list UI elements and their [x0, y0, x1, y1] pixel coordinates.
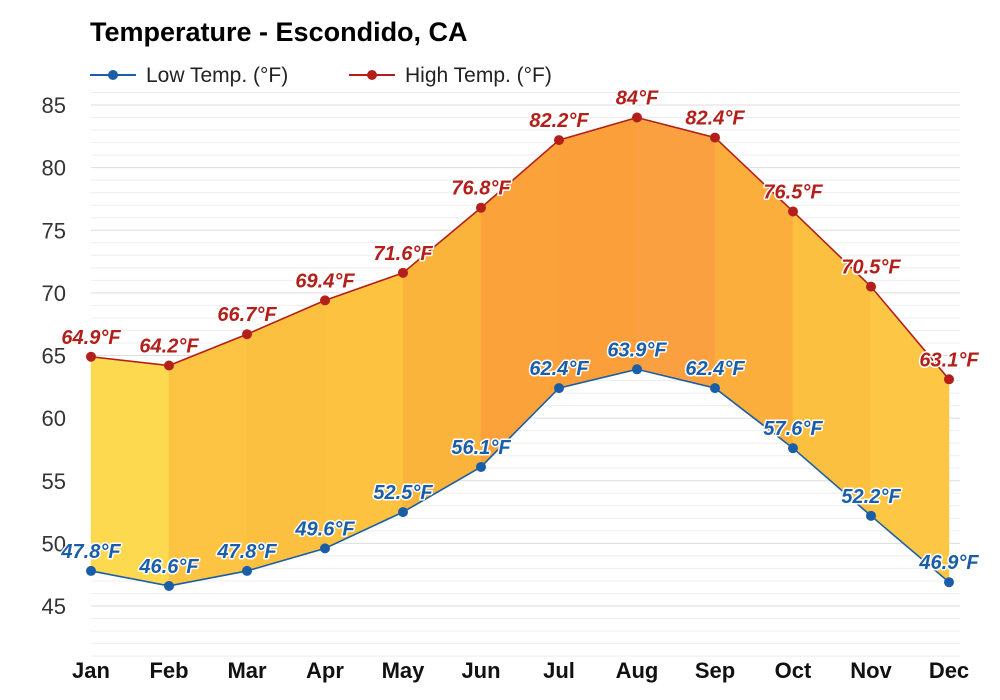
- data-labels: 47.8°F 46.6°F 47.8°F 49.6°F 52.5°F 56.1°F 62.4…: [59, 86, 981, 579]
- high-temp-label: 70.5°F: [841, 257, 901, 279]
- high-temp-label: 76.5°F: [763, 181, 823, 203]
- x-tick-label: Oct: [775, 658, 812, 683]
- high-temp-label: 76.8°F: [451, 178, 511, 200]
- high-temp-label: 63.1°F: [919, 349, 979, 371]
- legend-label-high: High Temp. (°F): [405, 64, 552, 87]
- high-temp-point: [86, 351, 96, 362]
- y-tick-label: 50: [42, 531, 66, 556]
- high-temp-point: [320, 295, 330, 306]
- high-temp-label: 82.2°F: [529, 110, 589, 132]
- high-temp-label: 64.9°F: [61, 327, 121, 349]
- x-tick-label: Jun: [461, 658, 500, 683]
- y-tick-label: 55: [42, 469, 66, 494]
- x-tick-label: Nov: [850, 658, 892, 683]
- low-temp-point: [554, 383, 564, 394]
- high-temp-point: [242, 329, 252, 340]
- y-tick-label: 70: [42, 281, 66, 306]
- legend-item-low[interactable]: Low Temp. (°F): [90, 64, 288, 87]
- high-temp-point: [632, 112, 642, 123]
- high-temp-point: [164, 360, 174, 371]
- range-band-nov: [870, 285, 950, 583]
- high-temp-point: [866, 281, 876, 292]
- low-temp-label: 62.4°F: [529, 358, 589, 380]
- low-temp-point: [866, 510, 876, 521]
- low-temp-label: 49.6°F: [294, 518, 355, 540]
- x-tick-label: Jul: [543, 658, 575, 683]
- x-tick-label: Sep: [695, 658, 735, 683]
- high-temp-label: 64.2°F: [139, 336, 199, 358]
- low-temp-point: [476, 461, 486, 472]
- low-temp-point: [164, 580, 174, 591]
- low-temp-point: [632, 364, 642, 375]
- y-tick-label: 65: [42, 344, 66, 369]
- data-points: [86, 112, 954, 591]
- high-temp-label: 66.7°F: [217, 304, 277, 326]
- high-temp-point: [710, 132, 720, 143]
- low-temp-label: 63.9°F: [607, 339, 667, 361]
- low-temp-label: 52.2°F: [841, 486, 901, 508]
- low-temp-label: 62.4°F: [685, 358, 745, 380]
- high-temp-line: [90, 116, 950, 380]
- y-axis: 45 50 55 60 65 70 75 80 85: [42, 93, 66, 619]
- high-temp-point: [554, 135, 564, 146]
- y-tick-label: 80: [42, 156, 66, 181]
- x-tick-label: Apr: [306, 658, 344, 683]
- x-tick-label: Aug: [616, 658, 659, 683]
- low-temp-label: 52.5°F: [373, 482, 433, 504]
- high-temp-point: [476, 202, 486, 213]
- high-temp-point: [398, 267, 408, 278]
- y-tick-label: 75: [42, 218, 66, 243]
- x-tick-label: May: [382, 658, 426, 683]
- series-lines: [90, 116, 950, 587]
- y-tick-label: 45: [42, 594, 66, 619]
- x-tick-label: Jan: [72, 658, 110, 683]
- low-temp-point: [242, 565, 252, 576]
- range-band-apr: [324, 272, 404, 549]
- low-temp-point: [788, 443, 798, 454]
- high-temp-label: 84°F: [616, 88, 659, 110]
- legend: Low Temp. (°F) High Temp. (°F): [90, 64, 552, 87]
- low-temp-label: 46.6°F: [138, 556, 199, 578]
- low-temp-label: 47.8°F: [60, 541, 121, 563]
- high-temp-point: [788, 206, 798, 217]
- high-temp-label: 82.4°F: [685, 108, 745, 130]
- low-temp-point: [320, 543, 330, 554]
- range-fill: [90, 117, 950, 587]
- x-axis: Jan Feb Mar Apr May Jun Jul Aug Sep Oct Nov Dec: [72, 658, 969, 683]
- low-temp-point: [398, 507, 408, 518]
- x-tick-label: Feb: [149, 658, 188, 683]
- high-temp-label: 69.4°F: [295, 270, 355, 292]
- chart-title: Temperature - Escondido, CA: [90, 17, 468, 47]
- low-temp-label: 57.6°F: [763, 418, 823, 440]
- low-temp-line: [90, 368, 950, 587]
- high-temp-point: [944, 374, 954, 385]
- low-temp-label: 46.9°F: [918, 552, 979, 574]
- y-tick-label: 85: [42, 93, 66, 118]
- low-temp-label: 56.1°F: [451, 437, 511, 459]
- x-tick-label: Dec: [929, 658, 969, 683]
- x-tick-label: Mar: [227, 658, 267, 683]
- low-temp-label: 47.8°F: [216, 541, 277, 563]
- high-temp-label: 71.6°F: [373, 243, 433, 265]
- low-temp-point: [86, 565, 96, 576]
- legend-label-low: Low Temp. (°F): [146, 64, 288, 87]
- low-temp-point: [710, 383, 720, 394]
- legend-item-high[interactable]: High Temp. (°F): [349, 64, 552, 87]
- y-tick-label: 60: [42, 406, 66, 431]
- low-temp-point: [944, 577, 954, 588]
